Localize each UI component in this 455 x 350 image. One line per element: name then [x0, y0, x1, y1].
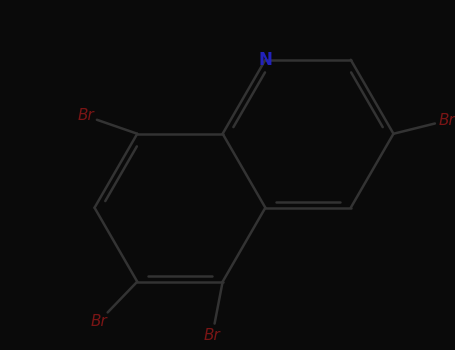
- Text: Br: Br: [77, 108, 94, 123]
- Text: Br: Br: [204, 328, 221, 343]
- Text: Br: Br: [91, 314, 108, 329]
- Text: N: N: [258, 51, 272, 69]
- Text: Br: Br: [438, 113, 455, 128]
